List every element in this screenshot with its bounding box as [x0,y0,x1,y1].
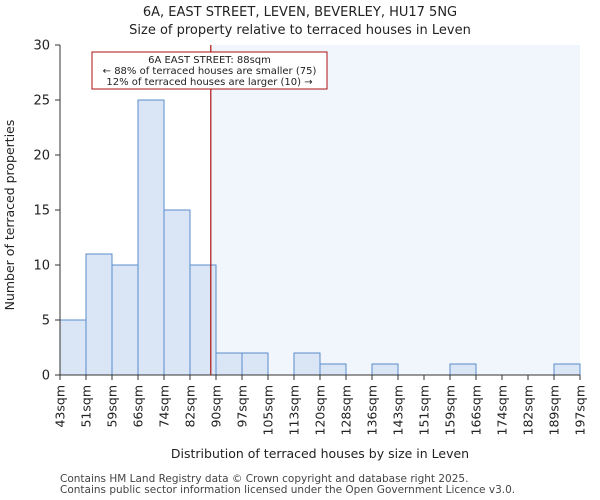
bar [241,352,269,376]
bar [85,253,113,376]
x-tick-label: 136sqm [365,385,380,435]
y-tick-label: 30 [33,39,50,54]
x-tick-label: 174sqm [495,385,510,435]
y-tick-label: 25 [33,94,50,109]
x-axis-label: Distribution of terraced houses by size … [171,446,469,461]
x-tick-label: 74sqm [157,385,172,428]
x-tick-label: 189sqm [547,385,562,435]
annotation-line-1: 6A EAST STREET: 88sqm [148,55,271,66]
bar [163,209,191,376]
x-tick-label: 66sqm [131,385,146,428]
x-tick-label: 166sqm [469,385,484,435]
bar [293,352,321,376]
footer-line-1: Contains HM Land Registry data © Crown c… [60,473,469,485]
x-tick-label: 105sqm [261,385,276,435]
x-tick-label: 113sqm [287,385,302,435]
bar [189,264,217,376]
x-tick-label: 43sqm [53,385,68,428]
bar [137,99,165,376]
x-tick-label: 90sqm [209,385,224,428]
x-tick-label: 159sqm [443,385,458,435]
x-tick-label: 128sqm [339,385,354,435]
larger-region [210,45,581,375]
y-tick-label: 15 [33,204,50,219]
chart-title: 6A, EAST STREET, LEVEN, BEVERLEY, HU17 5… [142,5,458,20]
bar [215,352,243,376]
bar [371,363,399,376]
annotation-box [91,51,328,90]
x-tick-label: 97sqm [235,385,250,428]
x-tick-label: 120sqm [313,385,328,435]
y-tick-label: 10 [33,259,50,274]
footer-line-2: Contains public sector information licen… [60,484,516,496]
bar [449,363,477,376]
x-tick-label: 51sqm [79,385,94,428]
x-tick-label: 182sqm [521,385,536,435]
bar [553,363,581,376]
x-tick-label: 151sqm [417,385,432,435]
bar [111,264,139,376]
annotation-line-3: 12% of terraced houses are larger (10) → [106,77,312,88]
bar [319,363,347,376]
x-tick-label: 197sqm [573,385,588,435]
x-tick-label: 82sqm [183,385,198,428]
bar [59,319,87,376]
y-tick-label: 5 [42,314,50,329]
chart-subtitle: Size of property relative to terraced ho… [129,23,471,38]
y-axis-label: Number of terraced properties [2,120,17,311]
y-tick-label: 20 [33,149,50,164]
x-tick-label: 59sqm [105,385,120,428]
x-tick-label: 143sqm [391,385,406,435]
annotation-line-2: ← 88% of terraced houses are smaller (75… [103,66,317,77]
y-tick-label: 0 [42,369,50,384]
